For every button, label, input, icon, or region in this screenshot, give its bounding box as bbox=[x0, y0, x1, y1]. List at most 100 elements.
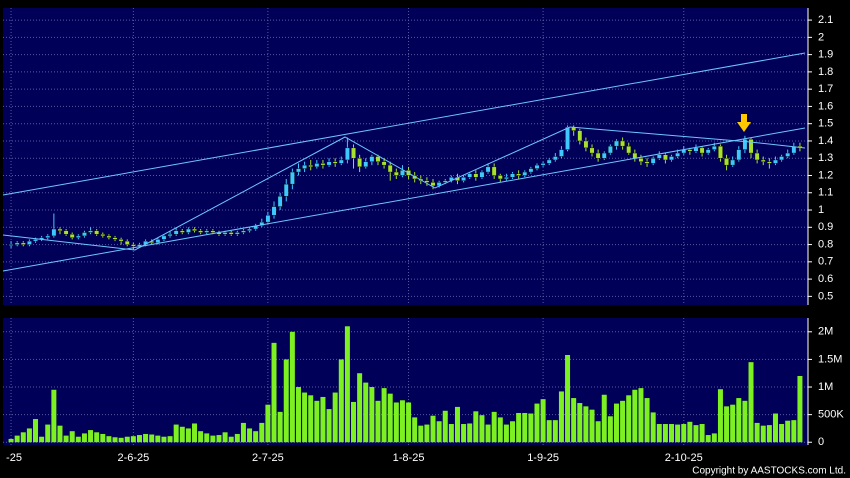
y-tick-label: 1.5 bbox=[818, 118, 833, 130]
volume-bar bbox=[779, 424, 785, 443]
volume-bar bbox=[259, 422, 265, 443]
candle-body bbox=[88, 230, 93, 233]
volume-bar bbox=[143, 433, 149, 443]
candle-body bbox=[656, 154, 662, 159]
candle-body bbox=[669, 156, 674, 161]
y-tick-label: 1.4 bbox=[818, 135, 833, 147]
volume-bar bbox=[100, 433, 106, 443]
volume-bar bbox=[766, 425, 772, 443]
candle-body bbox=[510, 173, 515, 178]
volume-bar bbox=[748, 362, 754, 443]
candle-body bbox=[718, 145, 723, 159]
candle-body bbox=[430, 182, 436, 187]
candle-body bbox=[479, 171, 485, 178]
volume-bar bbox=[620, 400, 626, 443]
x-tick-label: -25 bbox=[6, 452, 22, 464]
candle-body bbox=[675, 152, 681, 157]
volume-bar bbox=[198, 431, 204, 443]
volume-bar bbox=[228, 436, 234, 443]
candle-body bbox=[565, 126, 570, 150]
volume-bar bbox=[57, 425, 63, 443]
volume-bar bbox=[595, 421, 601, 443]
volume-bar bbox=[351, 401, 357, 443]
candle-body bbox=[8, 244, 14, 246]
candle-body bbox=[161, 235, 167, 240]
volume-bar bbox=[503, 424, 509, 443]
volume-bar bbox=[277, 411, 283, 443]
volume-bar bbox=[662, 424, 668, 443]
volume-bar bbox=[81, 433, 87, 443]
volume-bar bbox=[26, 428, 32, 443]
volume-bar bbox=[295, 387, 301, 443]
marks bbox=[8, 125, 803, 443]
volume-bar bbox=[406, 402, 412, 443]
volume-bar bbox=[179, 426, 185, 443]
volume-bar bbox=[8, 438, 14, 443]
volume-bar bbox=[45, 424, 51, 443]
candle-body bbox=[130, 244, 136, 247]
y-tick-label: 1 bbox=[818, 204, 824, 216]
candle-body bbox=[393, 171, 399, 176]
x-tick-label: 1-8-25 bbox=[393, 452, 425, 464]
candle-body bbox=[186, 228, 191, 233]
volume-bar bbox=[772, 413, 778, 443]
volume-bar bbox=[681, 424, 687, 443]
volume-bar bbox=[20, 432, 26, 443]
candle-body bbox=[63, 230, 69, 235]
candle-body bbox=[589, 147, 595, 154]
candle-body bbox=[106, 235, 112, 238]
candle-body bbox=[338, 159, 344, 164]
volume-bar bbox=[253, 431, 259, 443]
candle-body bbox=[766, 161, 772, 164]
y-tick-label: 1.8 bbox=[818, 66, 833, 78]
candle-body bbox=[626, 145, 632, 154]
x-tick-label: 2-10-25 bbox=[665, 452, 703, 464]
candle-body bbox=[277, 196, 283, 207]
volume-bar bbox=[589, 409, 595, 443]
y-tick-label: 1.9 bbox=[818, 49, 833, 61]
volume-bar bbox=[418, 425, 424, 443]
candle-body bbox=[485, 166, 491, 173]
volume-bar bbox=[650, 412, 656, 443]
candle-body bbox=[736, 149, 742, 161]
candle-body bbox=[754, 152, 760, 161]
candle-body bbox=[601, 152, 607, 159]
volume-bar bbox=[33, 419, 39, 443]
trend-line bbox=[2, 127, 806, 272]
volume-bar bbox=[369, 387, 375, 443]
candle-body bbox=[118, 239, 124, 242]
volume-bar bbox=[167, 436, 173, 443]
volume-bar bbox=[118, 437, 124, 443]
candle-body bbox=[534, 164, 540, 169]
candle-body bbox=[516, 173, 522, 176]
candle-body bbox=[296, 168, 301, 173]
candle-body bbox=[583, 140, 589, 149]
volume-bar bbox=[522, 412, 528, 443]
candle-body bbox=[234, 232, 240, 235]
candle-body bbox=[57, 228, 63, 231]
volume-bar bbox=[442, 410, 448, 443]
trend-lines bbox=[2, 52, 806, 272]
candle-body bbox=[369, 156, 375, 162]
volume-bar bbox=[51, 389, 57, 443]
volume-bar bbox=[210, 435, 216, 443]
volume-bar bbox=[39, 436, 45, 443]
volume-bar bbox=[192, 423, 198, 443]
volume-bar bbox=[14, 435, 20, 443]
candle-body bbox=[491, 166, 497, 176]
candle-body bbox=[442, 180, 448, 183]
volume-bar bbox=[669, 424, 675, 443]
volume-bar bbox=[760, 425, 766, 443]
candle-body bbox=[112, 237, 118, 240]
candle-body bbox=[400, 170, 405, 176]
volume-bar bbox=[546, 420, 552, 443]
candle-body bbox=[650, 158, 656, 164]
volume-bar bbox=[185, 428, 191, 443]
candle-body bbox=[638, 158, 644, 162]
volume-bar bbox=[94, 432, 100, 443]
volume-bar bbox=[638, 388, 644, 443]
candle-body bbox=[760, 159, 766, 162]
y-tick-label: 500K bbox=[818, 409, 844, 421]
candle-body bbox=[167, 234, 173, 237]
candle-body bbox=[357, 158, 363, 168]
